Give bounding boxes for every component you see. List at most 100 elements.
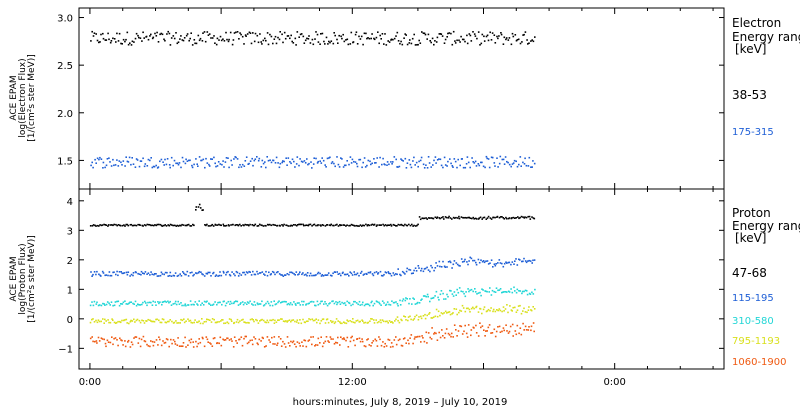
data-point (258, 272, 261, 274)
data-point (494, 335, 497, 338)
data-point (440, 164, 443, 167)
data-point (117, 40, 120, 42)
data-point (513, 159, 516, 162)
data-point (515, 258, 517, 260)
data-point (509, 305, 511, 307)
data-point (333, 302, 336, 305)
data-point (309, 272, 312, 275)
data-point (244, 273, 247, 276)
data-point (320, 162, 323, 164)
data-point (395, 343, 398, 346)
data-point (445, 216, 448, 219)
data-point (445, 328, 448, 330)
data-point (346, 273, 349, 275)
data-point (241, 163, 244, 166)
data-point (98, 158, 100, 161)
data-point (117, 300, 120, 303)
data-point (107, 341, 110, 343)
data-point (132, 302, 134, 305)
data-point (530, 40, 532, 42)
data-point (532, 40, 535, 43)
data-point (192, 223, 194, 226)
data-point (333, 224, 335, 227)
data-point (135, 158, 138, 160)
data-point (464, 324, 466, 327)
data-point (255, 318, 257, 321)
data-point (534, 288, 536, 291)
data-point (332, 272, 334, 275)
data-point (414, 336, 416, 338)
data-point (150, 33, 152, 36)
data-point (399, 299, 401, 302)
data-point (341, 301, 343, 304)
data-point (457, 158, 459, 161)
data-point (494, 291, 497, 293)
data-point (519, 216, 521, 219)
data-point (219, 301, 221, 304)
data-point (341, 158, 343, 160)
data-point (142, 225, 144, 227)
data-point (189, 319, 192, 322)
data-point (249, 318, 252, 321)
data-point (334, 341, 337, 344)
data-point (502, 158, 505, 161)
data-point (241, 35, 244, 38)
data-point (309, 42, 312, 44)
data-point (465, 332, 468, 335)
data-point (378, 302, 381, 305)
data-point (296, 341, 299, 343)
data-point (199, 341, 202, 344)
data-point (274, 224, 277, 226)
data-point (426, 218, 428, 220)
data-point (496, 157, 498, 159)
data-point (404, 316, 407, 318)
data-point (467, 324, 470, 326)
data-point (409, 298, 411, 300)
data-point (235, 156, 237, 159)
data-point (385, 345, 388, 347)
data-point (312, 301, 315, 303)
data-point (205, 336, 208, 338)
data-point (134, 37, 137, 40)
data-point (418, 316, 420, 318)
data-point (331, 300, 333, 303)
data-point (197, 304, 199, 306)
data-point (162, 161, 164, 163)
data-point (306, 272, 309, 274)
data-point (439, 336, 442, 339)
data-point (412, 225, 414, 227)
data-point (432, 164, 434, 166)
data-point (522, 260, 524, 263)
data-point (527, 165, 530, 167)
data-point (261, 300, 263, 303)
data-point (265, 166, 267, 169)
data-point (272, 343, 274, 345)
data-point (235, 300, 237, 302)
data-point (130, 273, 133, 276)
data-point (470, 334, 472, 337)
data-point (298, 164, 300, 167)
data-point (485, 290, 487, 293)
data-point (315, 318, 317, 320)
data-point (490, 39, 493, 41)
data-point (528, 156, 531, 159)
data-point (97, 336, 100, 339)
data-point (501, 262, 503, 265)
data-point (359, 304, 361, 306)
data-point (485, 218, 488, 220)
data-point (131, 320, 134, 322)
data-point (410, 318, 412, 321)
data-point (198, 203, 201, 206)
data-point (474, 217, 477, 220)
data-point (487, 158, 490, 160)
data-point (248, 322, 250, 324)
data-point (361, 166, 363, 169)
data-point (148, 301, 151, 304)
data-point (236, 158, 239, 160)
data-point (530, 166, 532, 168)
data-point (446, 165, 448, 167)
data-point (428, 312, 431, 314)
data-point (447, 311, 450, 314)
data-point (233, 336, 236, 338)
